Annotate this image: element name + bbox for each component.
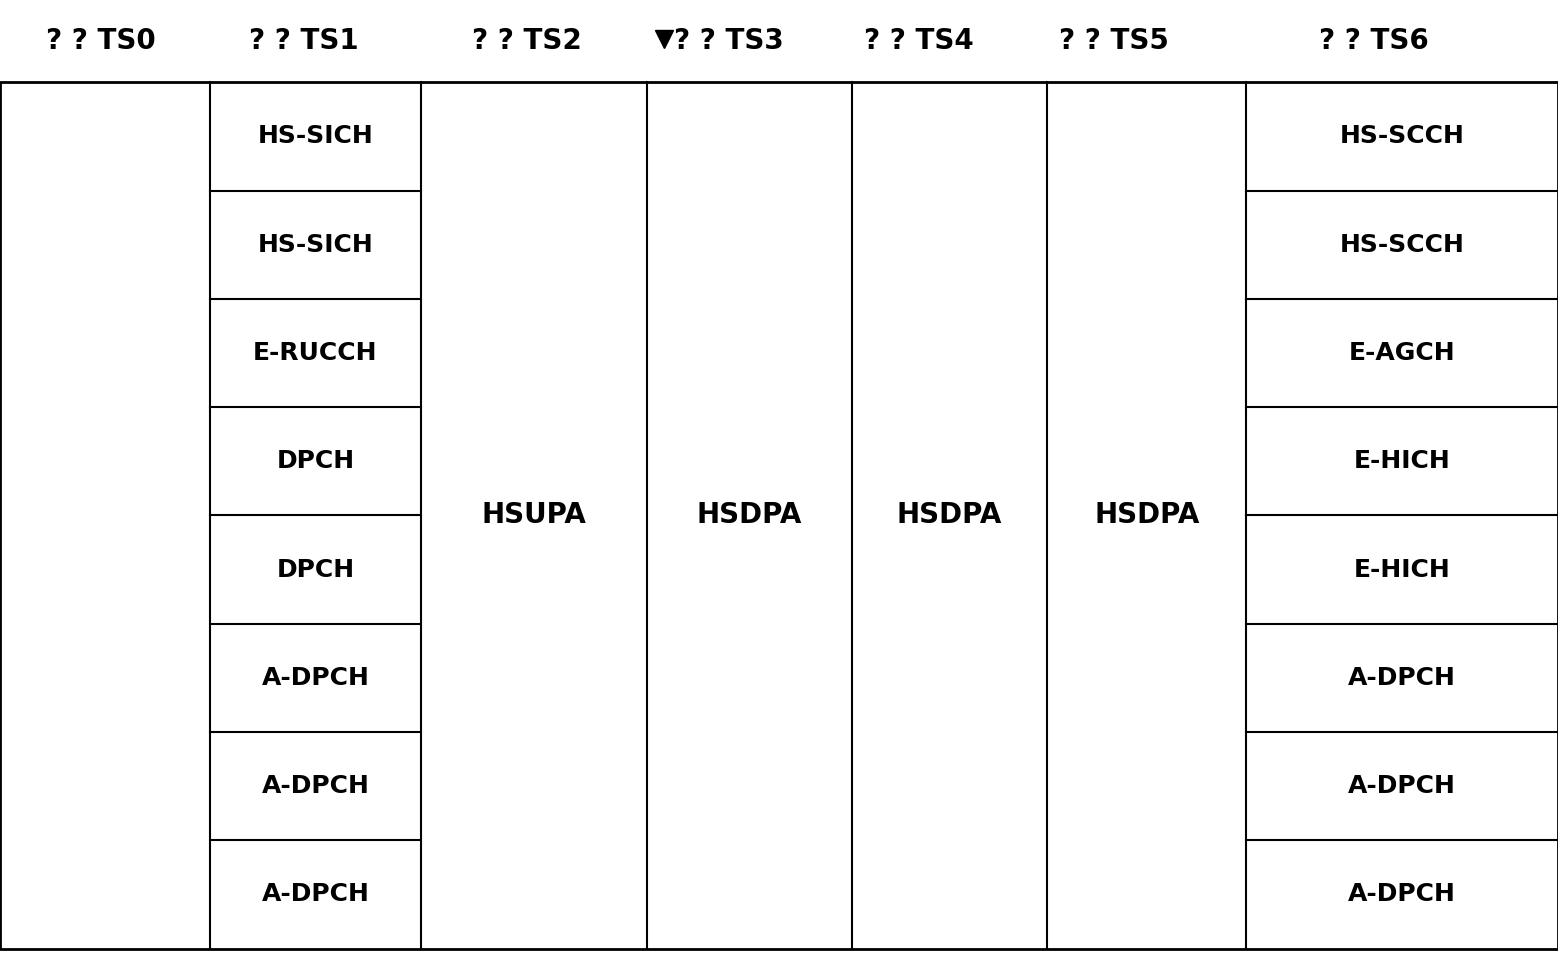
- Bar: [0, 82, 1558, 949]
- Text: A-DPCH: A-DPCH: [1348, 774, 1457, 799]
- Text: HSDPA: HSDPA: [1094, 501, 1200, 529]
- Text: ? ? TS1: ? ? TS1: [249, 27, 358, 54]
- Text: ? ? TS0: ? ? TS0: [47, 27, 156, 54]
- Text: ? ? TS6: ? ? TS6: [1320, 27, 1429, 54]
- Text: HS-SCCH: HS-SCCH: [1340, 232, 1465, 257]
- Text: A-DPCH: A-DPCH: [262, 883, 369, 906]
- Text: A-DPCH: A-DPCH: [262, 774, 369, 799]
- Text: HS-SICH: HS-SICH: [257, 232, 374, 257]
- Text: HSDPA: HSDPA: [696, 501, 802, 529]
- Text: ? ? TS2: ? ? TS2: [472, 27, 581, 54]
- Text: HS-SICH: HS-SICH: [257, 125, 374, 148]
- Text: E-RUCCH: E-RUCCH: [254, 341, 377, 365]
- Text: HSUPA: HSUPA: [481, 501, 586, 529]
- Text: E-HICH: E-HICH: [1354, 558, 1450, 582]
- Text: DPCH: DPCH: [276, 558, 355, 582]
- Text: HSDPA: HSDPA: [897, 501, 1002, 529]
- Text: E-HICH: E-HICH: [1354, 449, 1450, 473]
- Text: ? ? TS5: ? ? TS5: [1059, 27, 1168, 54]
- Text: A-DPCH: A-DPCH: [1348, 666, 1457, 690]
- Text: E-AGCH: E-AGCH: [1349, 341, 1455, 365]
- Text: HS-SCCH: HS-SCCH: [1340, 125, 1465, 148]
- Text: A-DPCH: A-DPCH: [262, 666, 369, 690]
- Text: A-DPCH: A-DPCH: [1348, 883, 1457, 906]
- Text: ? ? TS4: ? ? TS4: [865, 27, 974, 54]
- Text: ? ? TS3: ? ? TS3: [675, 27, 784, 54]
- Text: DPCH: DPCH: [276, 449, 355, 473]
